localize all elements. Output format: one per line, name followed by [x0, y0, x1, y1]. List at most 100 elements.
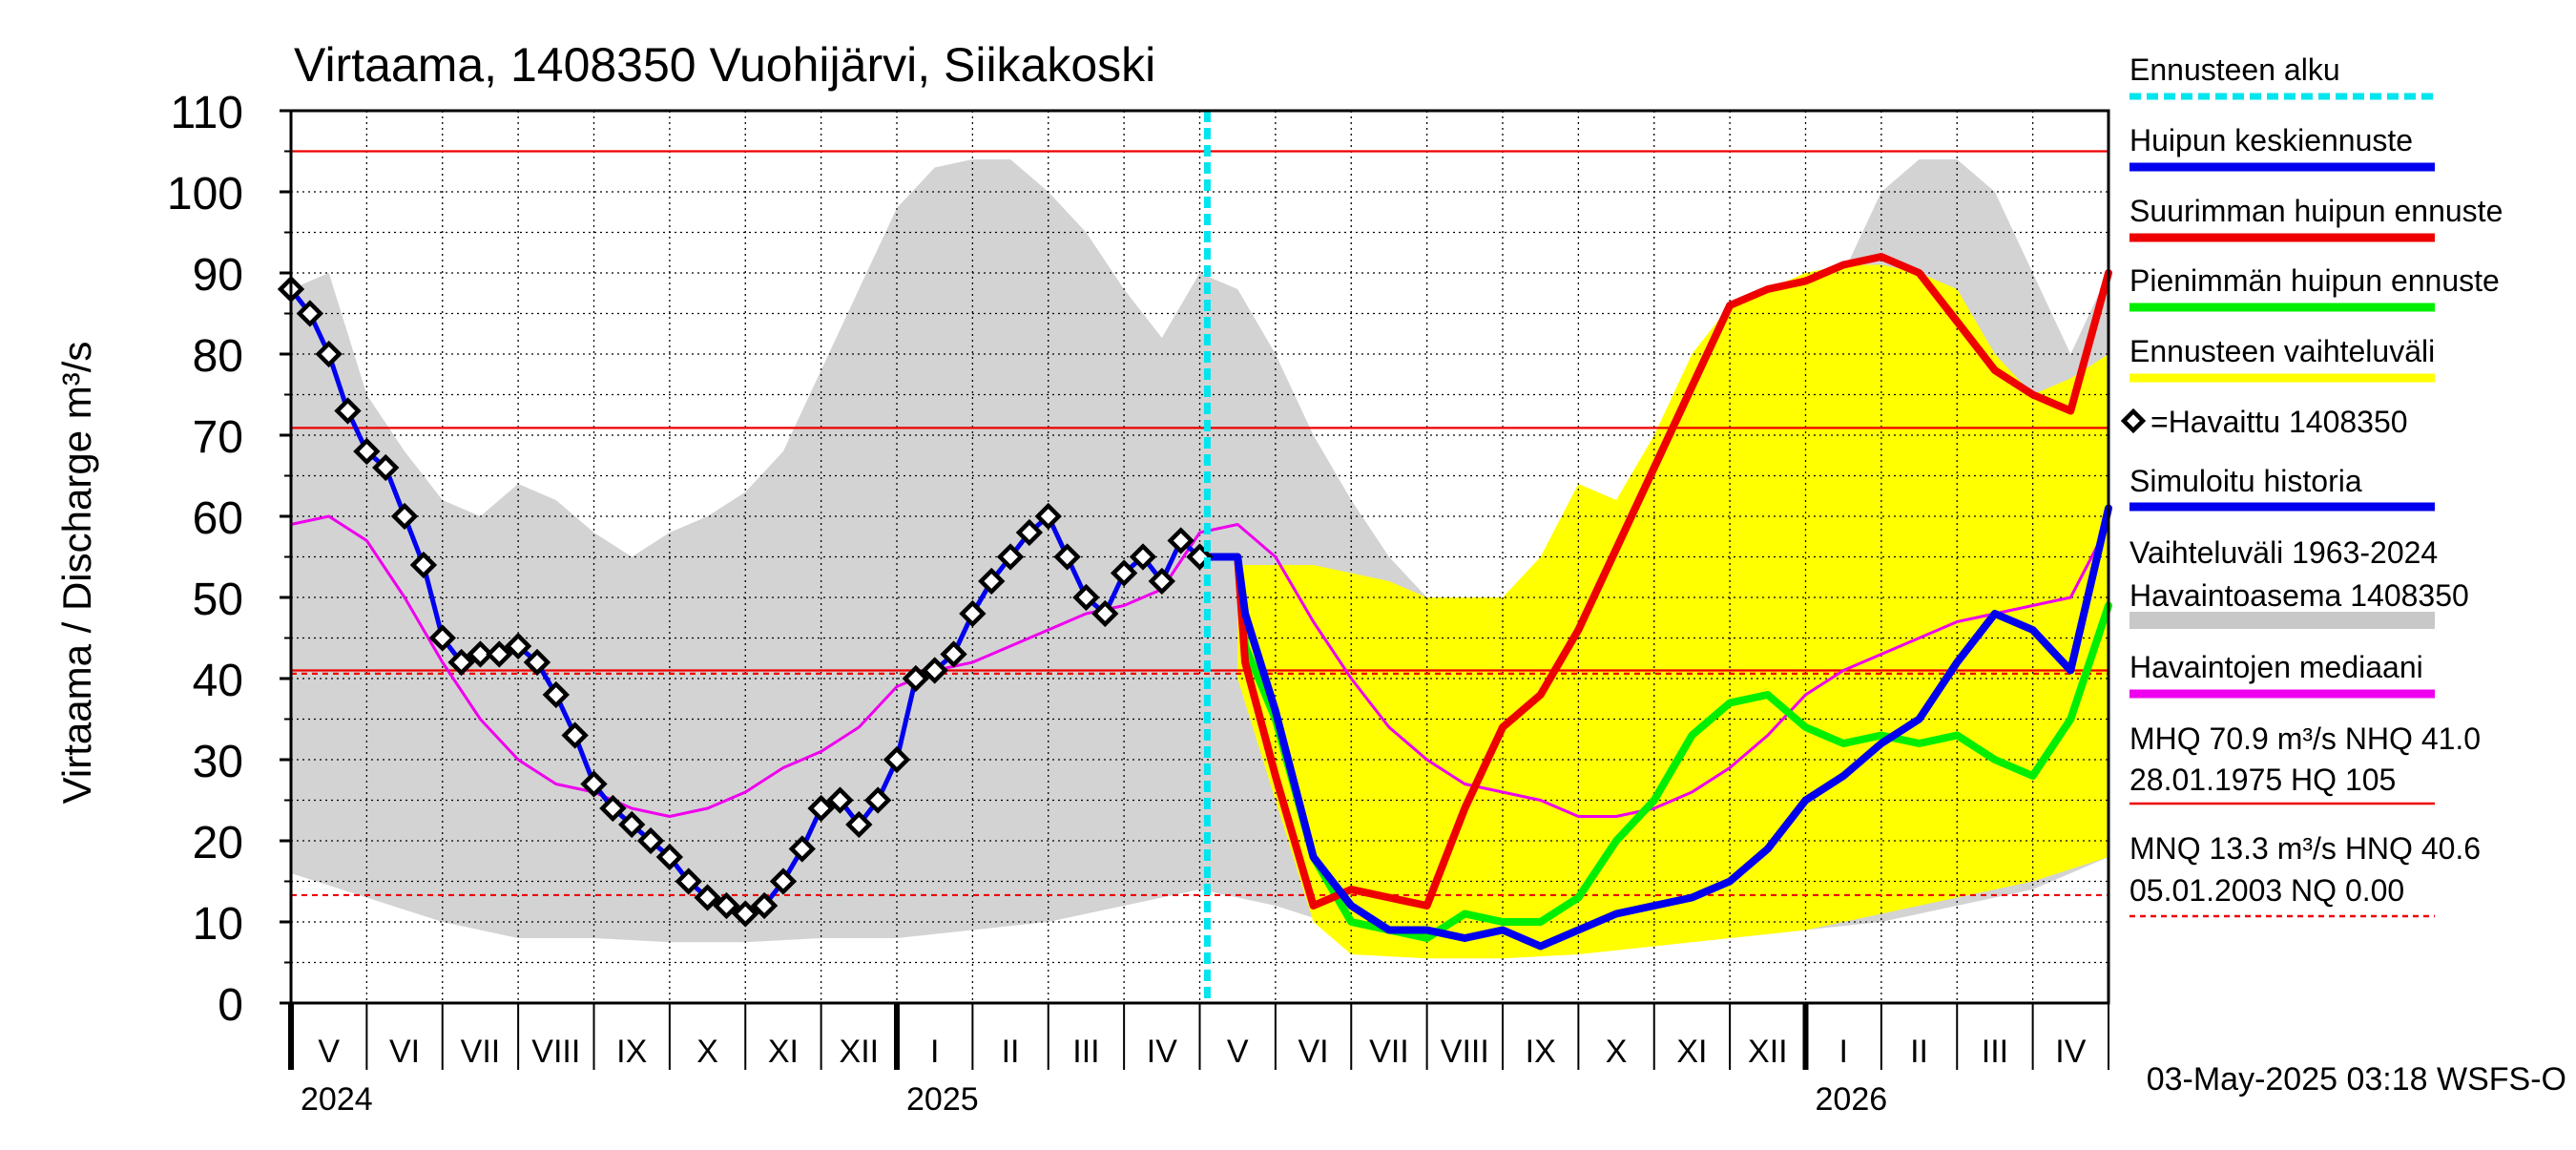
observed-point: [372, 453, 400, 482]
y-axis: 0 10 20 30 40 50 60 70 80 90 100 110: [167, 88, 291, 1031]
year-label-2026: 2026: [1816, 1081, 1888, 1118]
month-label-vi: VI: [1298, 1034, 1329, 1070]
observed-point: [1167, 527, 1195, 554]
mean-peak-forecast-line: [1203, 504, 2112, 951]
forecast-range-band: [1237, 264, 2109, 959]
month-label-xi: XI: [1676, 1034, 1707, 1070]
observed-point: [694, 884, 721, 911]
month-label-ix: IX: [616, 1034, 647, 1070]
month-label-x: X: [1606, 1034, 1628, 1070]
observed-point: [523, 648, 551, 677]
y-axis-label: Virtaama / Discharge m³/s: [54, 342, 99, 805]
max-peak-forecast-line: [1203, 253, 2112, 910]
observed-point: [940, 640, 967, 668]
y-tick-label-110: 110: [170, 88, 243, 138]
y-tick-label-70: 70: [193, 412, 243, 463]
observed-point: [599, 794, 627, 823]
observed-point: [863, 786, 892, 814]
observed-point: [504, 632, 532, 660]
month-label-iv: IV: [1147, 1034, 1177, 1070]
legend-label-huipun-keskiennuste: Huipun keskiennuste: [2129, 123, 2413, 157]
observed-point: [902, 664, 930, 693]
month-label-i: I: [1839, 1034, 1847, 1070]
footer-timestamp: 03-May-2025 03:18 WSFS-O: [2147, 1061, 2566, 1098]
chart-title: Virtaama, 1408350 Vuohijärvi, Siikakoski: [294, 38, 1155, 92]
month-label-iii: III: [1072, 1034, 1099, 1070]
x-axis: V VI VII VIII IX X XI XII I II III IV V VI VII VIII IX X X…: [288, 1003, 2109, 1118]
observed-point: [750, 891, 779, 920]
observed-point: [580, 770, 608, 798]
observed-point: [561, 721, 589, 749]
month-label-iii: III: [1982, 1034, 2008, 1070]
observed-point: [807, 794, 835, 823]
observed-point: [447, 648, 475, 677]
month-label-xi: XI: [768, 1034, 799, 1070]
observed-point: [353, 437, 381, 466]
year-label-2025: 2025: [906, 1081, 979, 1118]
observed-point: [315, 340, 343, 368]
observed-point: [921, 657, 948, 684]
month-label-i: I: [930, 1034, 939, 1070]
observed-point: [996, 543, 1025, 571]
month-label-ix: IX: [1526, 1034, 1556, 1070]
observed-point: [542, 680, 570, 709]
observed-point: [334, 397, 362, 425]
y-tick-label-80: 80: [193, 331, 243, 382]
month-label-viii: VIII: [531, 1034, 580, 1070]
legend-label-suurimman-huipun-ennuste: Suurimman huipun ennuste: [2129, 194, 2503, 228]
observed-point: [1053, 543, 1081, 571]
year-label-2024: 2024: [301, 1081, 373, 1118]
legend-label-havaintojen-mediaani: Havaintojen mediaani: [2129, 650, 2423, 684]
month-label-vii: VII: [461, 1034, 501, 1070]
month-label-vi: VI: [389, 1034, 420, 1070]
legend-label-havaintoasema-1408350: Havaintoasema 1408350: [2129, 578, 2469, 613]
legend-label-mhq-70-9-m-s-nhq-41-0: MHQ 70.9 m³/s NHQ 41.0: [2129, 721, 2481, 756]
month-label-xii: XII: [1748, 1034, 1788, 1070]
observed-point: [1129, 543, 1157, 571]
observed-point: [675, 868, 702, 895]
observed-point: [769, 868, 798, 895]
legend: Ennusteen alku Huipun keskiennuste Suurimm…: [2120, 52, 2503, 918]
legend-label-vaihteluv-li-1963-2024: Vaihteluväli 1963-2024: [2129, 535, 2438, 570]
observed-point: [826, 786, 854, 814]
observed-point: [883, 745, 911, 774]
y-tick-label-60: 60: [193, 493, 243, 544]
y-tick-label-30: 30: [193, 737, 243, 787]
observed-point: [1015, 518, 1044, 547]
observed-point: [1072, 583, 1100, 612]
observed-point: [390, 502, 419, 531]
observed-point: [618, 810, 646, 839]
legend-label-pienimm-n-huipun-ennuste: Pienimmän huipun ennuste: [2129, 263, 2500, 298]
observed-point: [409, 551, 438, 579]
observed-point: [732, 900, 759, 928]
plot-area: [277, 111, 2112, 1005]
month-label-vii: VII: [1369, 1034, 1409, 1070]
observed-point: [655, 843, 684, 871]
month-label-v: V: [318, 1034, 340, 1070]
observed-point: [467, 640, 494, 668]
observed-point: [713, 891, 740, 920]
legend-label-havaittu-1408350: =Havaittu 1408350: [2150, 405, 2408, 439]
y-tick-label-0: 0: [218, 980, 243, 1031]
legend-label-simuloitu-historia: Simuloitu historia: [2129, 464, 2362, 498]
month-label-x: X: [696, 1034, 718, 1070]
observed-point: [296, 300, 324, 327]
month-label-iv: IV: [2055, 1034, 2086, 1070]
legend-swatch-observed: [2120, 408, 2147, 434]
observed-markers-layer: [277, 275, 1214, 928]
observed-point: [978, 567, 1006, 596]
y-tick-label-40: 40: [193, 656, 243, 706]
month-label-ii: II: [1910, 1034, 1928, 1070]
month-label-xii: XII: [840, 1034, 880, 1070]
legend-label-28-01-1975-hq-105: 28.01.1975 HQ 105: [2129, 763, 2396, 797]
observed-point: [1034, 502, 1062, 531]
y-tick-label-90: 90: [193, 250, 243, 301]
observed-point: [788, 835, 816, 863]
y-tick-label-20: 20: [193, 818, 243, 868]
observed-point: [1148, 567, 1175, 596]
legend-label-ennusteen-vaihteluv-li: Ennusteen vaihteluväli: [2129, 334, 2435, 368]
legend-label-ennusteen-alku: Ennusteen alku: [2129, 52, 2340, 87]
observed-point: [636, 826, 665, 855]
